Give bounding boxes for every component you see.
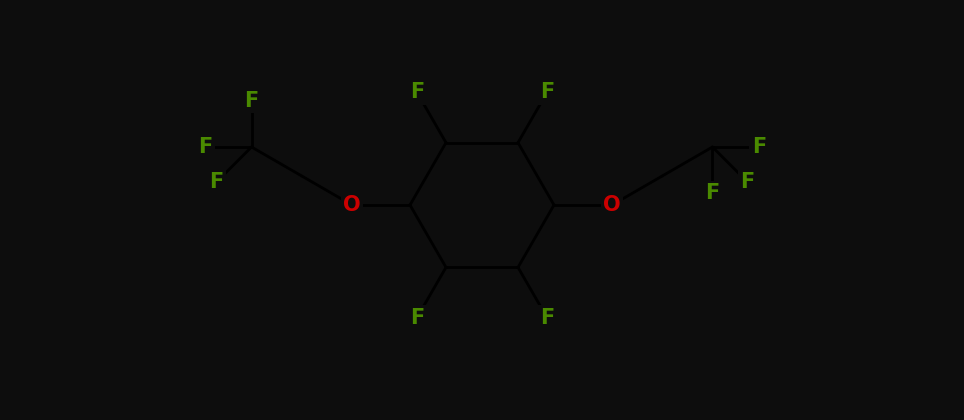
Text: F: F [410, 307, 424, 328]
Text: F: F [706, 184, 719, 203]
Text: F: F [410, 82, 424, 102]
Text: F: F [540, 307, 554, 328]
Text: F: F [540, 82, 554, 102]
Text: F: F [740, 172, 755, 192]
Text: F: F [245, 91, 258, 110]
Text: O: O [603, 195, 621, 215]
Text: O: O [343, 195, 361, 215]
Text: F: F [209, 172, 224, 192]
Text: F: F [752, 137, 766, 157]
Text: F: F [198, 137, 212, 157]
